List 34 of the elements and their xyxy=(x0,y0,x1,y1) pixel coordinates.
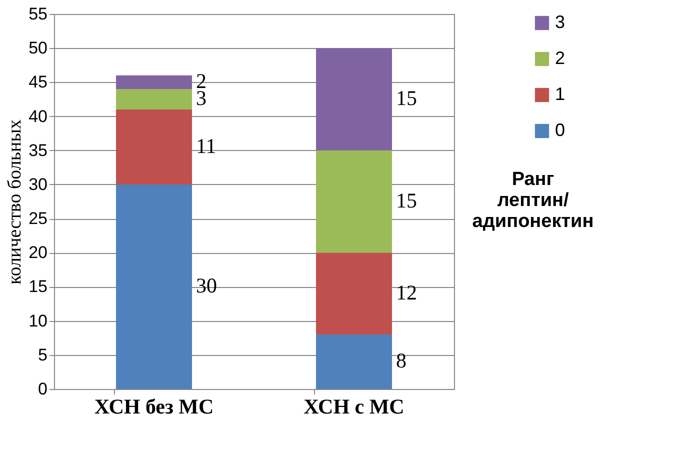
data-label: 15 xyxy=(396,86,417,110)
bar xyxy=(116,75,192,89)
y-tick-label: 50 xyxy=(28,38,48,58)
y-tick-label: 45 xyxy=(28,72,48,92)
bar xyxy=(316,334,392,389)
bar xyxy=(316,48,392,150)
y-tick-label: 25 xyxy=(28,209,48,228)
data-label: 11 xyxy=(196,134,216,158)
y-tick-label: 0 xyxy=(38,380,48,398)
data-label: 8 xyxy=(396,348,406,373)
data-label: 12 xyxy=(396,280,417,305)
y-tick-label: 35 xyxy=(28,140,48,160)
bar xyxy=(116,89,192,110)
legend-title: Ранг лептин/ адипонектин xyxy=(472,169,594,232)
bar xyxy=(316,150,392,253)
y-tick-label: 40 xyxy=(28,106,48,126)
legend-label: 1 xyxy=(555,84,566,104)
y-axis-title: количество больных xyxy=(4,119,26,284)
legend-label: 3 xyxy=(555,12,566,32)
y-tick-label: 15 xyxy=(28,277,48,296)
bar xyxy=(116,184,192,389)
legend-label: 2 xyxy=(555,48,566,68)
x-tick-label: ХСН с МС xyxy=(304,394,404,418)
legend-label: 0 xyxy=(555,120,566,140)
y-tick-label: 10 xyxy=(28,311,48,330)
bar xyxy=(116,109,192,184)
y-tick-label: 20 xyxy=(28,243,48,262)
x-tick-label: ХСН без МС xyxy=(94,394,214,418)
y-tick-label: 55 xyxy=(28,4,48,24)
y-tick-label: 30 xyxy=(28,174,48,194)
data-label: 15 xyxy=(396,188,417,212)
y-tick-label: 5 xyxy=(38,345,48,364)
data-label: 30 xyxy=(196,274,217,298)
bar xyxy=(316,252,392,334)
